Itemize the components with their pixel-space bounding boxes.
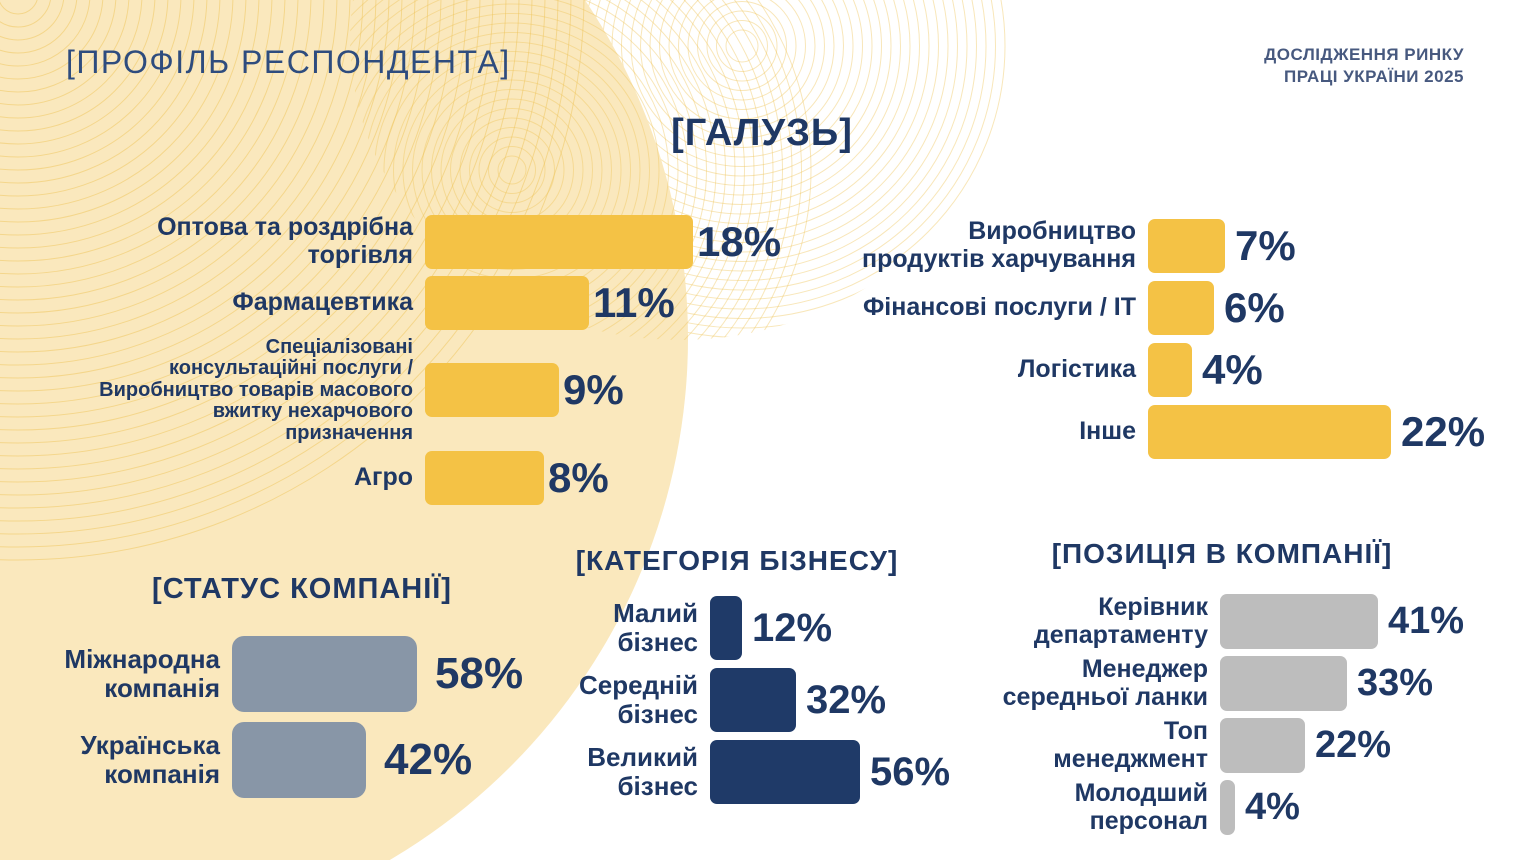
value-label: 4% (1245, 786, 1300, 828)
bar-position-middle-manager (1220, 656, 1347, 711)
value-label: 12% (752, 605, 833, 650)
category-label: Логістика (1017, 355, 1136, 384)
bar-industry-trade (425, 214, 693, 269)
bar-row: Виробництво продуктів харчування 7% (855, 217, 1495, 273)
source-line-2: ПРАЦІ УКРАЇНИ 2025 (1283, 67, 1464, 87)
value-label: 11% (593, 279, 675, 326)
value-label: 56% (870, 749, 951, 794)
bar-category-large (710, 740, 860, 804)
value-label: 7% (1235, 221, 1296, 269)
bar-row: Міжнародна компанія 58% (10, 636, 570, 712)
bar-industry-pharma (425, 276, 589, 330)
category-label: Спеціалізовані консультаційні послуги / … (99, 336, 413, 444)
chart-title-business-category: [КАТЕГОРІЯ БІЗНЕСУ] (575, 545, 899, 576)
bar-status-international (232, 636, 417, 712)
page-title: [ПРОФІЛЬ РЕСПОНДЕНТА] (66, 44, 511, 80)
company-status-chart: Міжнародна компанія 58% Українська компа… (10, 636, 570, 808)
category-label: Фармацевтика (232, 288, 413, 317)
bar-industry-logistics (1148, 343, 1192, 397)
bar-row: Малий бізнес 12% (530, 596, 970, 660)
category-label: Менеджер середньої ланки (1002, 655, 1208, 711)
chart-title-company-status: [СТАТУС КОМПАНІЇ] (152, 573, 452, 605)
bar-industry-food (1148, 218, 1225, 273)
company-position-chart: Керівник департаменту 41% Менеджер серед… (910, 593, 1470, 842)
bar-category-small (710, 596, 742, 660)
category-label: Керівник департаменту (1033, 593, 1208, 649)
bar-row: Молодший персонал 4% (910, 779, 1470, 835)
value-label: 58% (435, 649, 524, 698)
category-label: Великий бізнес (587, 742, 698, 801)
chart-title-industry: [ГАЛУЗЬ] (671, 112, 853, 154)
value-label: 32% (806, 677, 887, 722)
value-label: 6% (1224, 284, 1285, 331)
bar-row: Фармацевтика 11% (95, 276, 795, 330)
category-label: Українська компанія (80, 730, 220, 789)
bar-position-department-head (1220, 594, 1378, 649)
category-label: Молодший персонал (1074, 779, 1208, 835)
bar-row: Топ менеджмент 22% (910, 717, 1470, 773)
category-label: Малий бізнес (613, 598, 698, 657)
industry-chart-right: Виробництво продуктів харчування 7% Фіна… (855, 217, 1495, 467)
value-label: 8% (548, 453, 609, 501)
category-label: Оптова та роздрібна торгівля (157, 213, 413, 269)
category-label: Міжнародна компанія (64, 644, 220, 703)
bar-category-medium (710, 668, 796, 732)
industry-chart-left: Оптова та роздрібна торгівля 18% Фармаце… (95, 213, 795, 512)
chart-title-company-position: [ПОЗИЦІЯ В КОМПАНІЇ] (1051, 538, 1393, 569)
source-label: ДОСЛІДЖЕННЯ РИНКУ ПРАЦІ УКРАЇНИ 2025 (1044, 44, 1464, 89)
business-category-chart: Малий бізнес 12% Середній бізнес 32% Вел… (530, 596, 970, 812)
bar-row: Агро 8% (95, 450, 795, 505)
value-label: 42% (384, 735, 473, 784)
category-label: Середній бізнес (579, 670, 698, 729)
bar-row: Менеджер середньої ланки 33% (910, 655, 1470, 711)
bar-row: Фінансові послуги / ІТ 6% (855, 281, 1495, 335)
value-label: 41% (1388, 600, 1465, 642)
bar-industry-finance-it (1148, 281, 1214, 335)
value-label: 22% (1401, 408, 1486, 455)
bar-industry-other (1148, 405, 1391, 459)
bar-position-top-management (1220, 718, 1305, 773)
bar-industry-consulting (425, 363, 559, 418)
bar-row: Українська компанія 42% (10, 722, 570, 798)
bar-status-ukrainian (232, 722, 366, 798)
bar-position-junior-staff (1220, 780, 1235, 835)
value-label: 4% (1202, 346, 1263, 393)
category-label: Інше (1079, 417, 1136, 446)
bar-row: Логістика 4% (855, 343, 1495, 397)
value-label: 33% (1357, 662, 1434, 704)
value-label: 22% (1315, 724, 1392, 766)
value-label: 9% (563, 366, 624, 414)
bar-row: Великий бізнес 56% (530, 740, 970, 804)
bar-industry-agro (425, 450, 544, 505)
bar-row: Середній бізнес 32% (530, 668, 970, 732)
guilloche-rings-mid (350, 0, 812, 340)
category-label: Фінансові послуги / ІТ (862, 293, 1136, 322)
bar-row: Керівник департаменту 41% (910, 593, 1470, 649)
value-label: 18% (697, 217, 782, 265)
bar-row: Оптова та роздрібна торгівля 18% (95, 213, 795, 269)
bar-row: Спеціалізовані консультаційні послуги / … (95, 336, 795, 444)
category-label: Виробництво продуктів харчування (861, 217, 1136, 273)
bar-row: Інше 22% (855, 405, 1495, 459)
category-label: Агро (353, 463, 413, 492)
source-line-1: ДОСЛІДЖЕННЯ РИНКУ (1264, 45, 1464, 64)
category-label: Топ менеджмент (1053, 717, 1208, 773)
guilloche-rings-corner (0, 0, 585, 561)
